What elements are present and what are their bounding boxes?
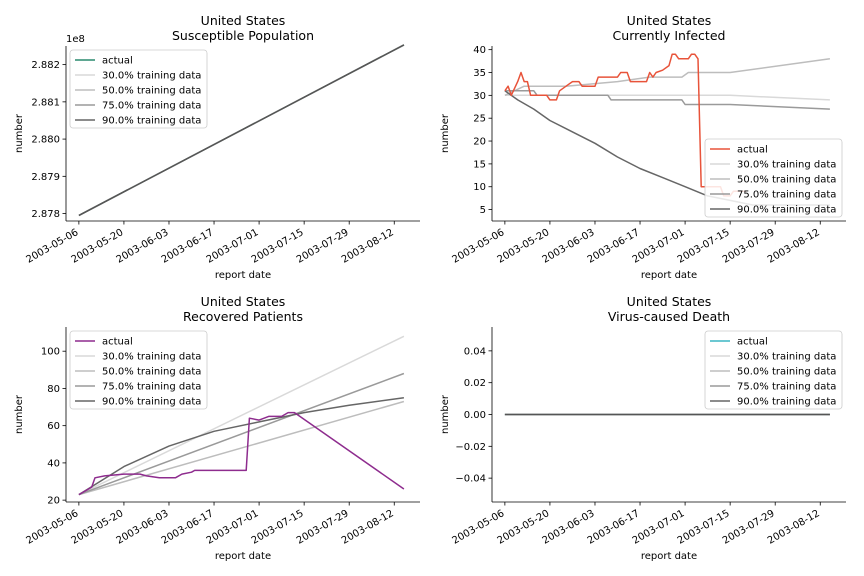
y-tick-label: 10 bbox=[473, 182, 486, 193]
y-tick-label: 30 bbox=[473, 91, 486, 102]
legend: actual 30.0% training data 50.0% training … bbox=[69, 330, 208, 410]
x-axis-label: report date bbox=[215, 551, 271, 562]
legend-label: 50.0% training data bbox=[102, 86, 201, 97]
y-tick-label: 20 bbox=[47, 496, 60, 507]
series-line-90-0-training-data bbox=[78, 396, 405, 496]
y-offset-label: 1e8 bbox=[66, 34, 85, 45]
y-tick-label: 0.02 bbox=[464, 378, 486, 389]
y-tick-label: 0.00 bbox=[464, 410, 486, 421]
legend-label: actual bbox=[102, 337, 133, 348]
legend-box bbox=[69, 330, 208, 410]
series-line-75-0-training-data bbox=[504, 90, 830, 110]
y-tick-label: 20 bbox=[473, 137, 486, 148]
chart-subtitle: Currently Infected bbox=[613, 28, 726, 43]
series-group bbox=[504, 53, 831, 206]
legend: actual 30.0% training data 50.0% training … bbox=[69, 49, 208, 129]
y-tick-label: 15 bbox=[473, 159, 486, 170]
y-tick-label: 2.878 bbox=[31, 209, 60, 220]
y-tick-label: 100 bbox=[41, 347, 60, 358]
legend: actual 30.0% training data 50.0% training … bbox=[704, 330, 843, 410]
x-axis-label: report date bbox=[641, 270, 697, 281]
y-tick-label: 2.882 bbox=[31, 60, 60, 71]
legend-box bbox=[704, 138, 843, 218]
y-tick-label: 2.879 bbox=[31, 172, 60, 183]
legend-label: 30.0% training data bbox=[102, 71, 201, 82]
series-group bbox=[78, 44, 405, 217]
y-axis-label: number bbox=[440, 394, 451, 434]
series-group bbox=[78, 335, 405, 496]
legend-label: 50.0% training data bbox=[737, 175, 836, 186]
legend-label: 75.0% training data bbox=[737, 190, 836, 201]
legend-label: 75.0% training data bbox=[102, 382, 201, 393]
y-tick-label: 35 bbox=[473, 68, 486, 79]
series-line-actual bbox=[504, 53, 747, 197]
x-axis-label: report date bbox=[641, 551, 697, 562]
series-line-50-0-training-data bbox=[504, 58, 831, 96]
legend-label: 90.0% training data bbox=[102, 397, 201, 408]
chart-title: United States bbox=[201, 294, 286, 309]
legend-label: 30.0% training data bbox=[737, 160, 836, 171]
y-axis-label: number bbox=[440, 113, 451, 153]
series-line-50-0-training-data bbox=[78, 400, 405, 496]
legend-label: 90.0% training data bbox=[737, 205, 836, 216]
chart-subtitle: Virus-caused Death bbox=[608, 309, 730, 324]
legend-label: 75.0% training data bbox=[102, 101, 201, 112]
series-line-actual bbox=[78, 411, 405, 496]
y-axis-label: number bbox=[14, 394, 25, 434]
chart-title: United States bbox=[627, 13, 712, 28]
y-tick-label: 2.880 bbox=[31, 135, 60, 146]
y-tick-label: 60 bbox=[47, 421, 60, 432]
legend: actual 30.0% training data 50.0% training … bbox=[704, 138, 843, 218]
legend-label: actual bbox=[102, 56, 133, 67]
legend-label: 30.0% training data bbox=[737, 352, 836, 363]
legend-label: 50.0% training data bbox=[102, 367, 201, 378]
legend-label: actual bbox=[737, 145, 768, 156]
legend-box bbox=[704, 330, 843, 410]
y-tick-label: 80 bbox=[47, 384, 60, 395]
legend-label: 50.0% training data bbox=[737, 367, 836, 378]
legend-label: 75.0% training data bbox=[737, 382, 836, 393]
y-axis-label: number bbox=[14, 113, 25, 153]
series-line-90-0-training-data bbox=[78, 44, 405, 217]
chart-subtitle: Susceptible Population bbox=[172, 28, 314, 43]
y-tick-label: 2.881 bbox=[31, 97, 60, 108]
chart-subtitle: Recovered Patients bbox=[183, 309, 303, 324]
y-tick-label: 25 bbox=[473, 114, 486, 125]
chart-title: United States bbox=[201, 13, 286, 28]
y-tick-label: −0.02 bbox=[455, 442, 486, 453]
legend-label: actual bbox=[737, 337, 768, 348]
y-tick-label: 0.04 bbox=[464, 346, 486, 357]
series-line-30-0-training-data bbox=[78, 335, 405, 496]
legend-box bbox=[69, 49, 208, 129]
y-tick-label: −0.04 bbox=[455, 474, 486, 485]
y-tick-label: 40 bbox=[473, 45, 486, 56]
y-tick-label: 5 bbox=[480, 205, 486, 216]
x-axis-label: report date bbox=[215, 270, 271, 281]
legend-label: 30.0% training data bbox=[102, 352, 201, 363]
legend-label: 90.0% training data bbox=[737, 397, 836, 408]
chart-title: United States bbox=[627, 294, 712, 309]
legend-label: 90.0% training data bbox=[102, 116, 201, 127]
y-tick-label: 40 bbox=[47, 458, 60, 469]
